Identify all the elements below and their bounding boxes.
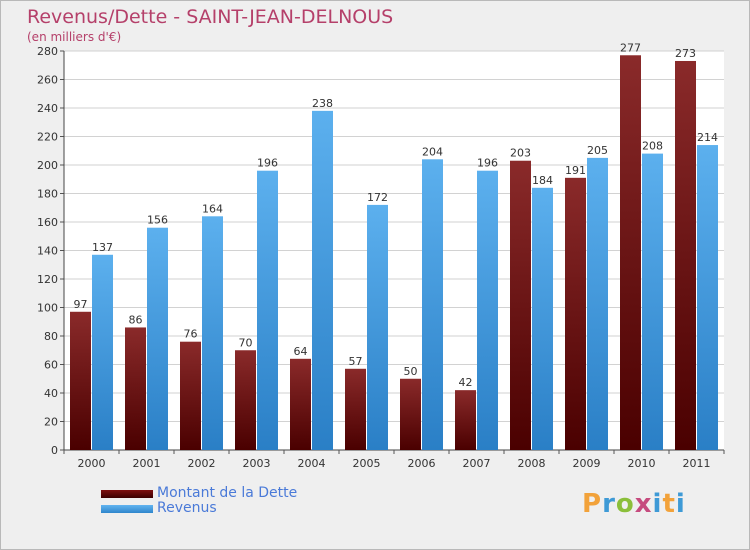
y-tick-label: 140 xyxy=(37,245,58,258)
data-label-revenue: 156 xyxy=(147,214,168,227)
data-label-debt: 57 xyxy=(349,355,363,368)
bar-revenue xyxy=(92,254,113,450)
data-label-debt: 76 xyxy=(184,328,198,341)
x-tick-label: 2002 xyxy=(188,457,216,470)
data-label-debt: 86 xyxy=(129,313,143,326)
bar-revenue xyxy=(312,110,333,450)
y-tick-label: 60 xyxy=(44,359,58,372)
y-tick-label: 220 xyxy=(37,131,58,144)
data-label-revenue: 196 xyxy=(477,157,498,170)
data-label-debt: 97 xyxy=(74,298,88,311)
x-tick-label: 2000 xyxy=(78,457,106,470)
bar-debt xyxy=(400,378,421,450)
y-tick-label: 160 xyxy=(37,216,58,229)
x-tick-label: 2003 xyxy=(243,457,271,470)
x-tick-label: 2011 xyxy=(683,457,711,470)
data-label-debt: 273 xyxy=(675,47,696,60)
y-tick-label: 200 xyxy=(37,159,58,172)
bar-revenue xyxy=(202,216,223,450)
bar-debt xyxy=(620,55,641,451)
data-label-revenue: 164 xyxy=(202,202,223,215)
bar-revenue xyxy=(257,170,278,450)
bar-revenue xyxy=(477,170,498,450)
bar-revenue xyxy=(367,204,388,450)
x-tick-label: 2004 xyxy=(298,457,326,470)
bar-debt xyxy=(455,390,476,450)
y-tick-label: 280 xyxy=(37,45,58,58)
proxiti-logo: Proxiti xyxy=(582,489,686,519)
bar-debt xyxy=(290,358,311,450)
y-tick-label: 40 xyxy=(44,387,58,400)
legend-swatch-debt xyxy=(101,490,153,498)
data-label-revenue: 184 xyxy=(532,174,553,187)
legend-label-debt: Montant de la Dette xyxy=(157,485,298,501)
y-tick-label: 180 xyxy=(37,188,58,201)
y-tick-label: 260 xyxy=(37,74,58,87)
data-label-revenue: 204 xyxy=(422,145,443,158)
data-label-debt: 42 xyxy=(459,376,473,389)
x-tick-label: 2001 xyxy=(133,457,161,470)
bar-debt xyxy=(180,341,201,450)
data-label-revenue: 172 xyxy=(367,191,388,204)
bar-revenue xyxy=(642,153,663,450)
data-label-debt: 203 xyxy=(510,147,531,160)
data-label-revenue: 196 xyxy=(257,157,278,170)
x-tick-label: 2006 xyxy=(408,457,436,470)
bar-revenue xyxy=(697,145,718,451)
x-tick-label: 2005 xyxy=(353,457,381,470)
bar-revenue xyxy=(422,159,443,451)
y-tick-label: 240 xyxy=(37,102,58,115)
data-label-debt: 277 xyxy=(620,41,641,54)
data-label-debt: 64 xyxy=(294,345,308,358)
data-label-debt: 70 xyxy=(239,336,253,349)
y-tick-label: 120 xyxy=(37,273,58,286)
data-label-revenue: 137 xyxy=(92,241,113,254)
bar-debt xyxy=(70,311,91,450)
data-label-debt: 50 xyxy=(404,365,418,378)
bar-debt xyxy=(510,160,531,450)
y-tick-label: 20 xyxy=(44,416,58,429)
bar-revenue xyxy=(532,187,553,451)
data-label-revenue: 238 xyxy=(312,97,333,110)
bar-debt xyxy=(675,60,696,450)
x-tick-label: 2009 xyxy=(573,457,601,470)
chart-subtitle: (en milliers d'€) xyxy=(27,30,122,44)
data-label-revenue: 208 xyxy=(642,140,663,153)
y-tick-label: 80 xyxy=(44,330,58,343)
x-tick-label: 2010 xyxy=(628,457,656,470)
bar-debt xyxy=(125,327,146,450)
bar-revenue xyxy=(587,157,608,450)
y-tick-label: 0 xyxy=(51,444,58,457)
bar-debt xyxy=(235,350,256,450)
x-tick-label: 2008 xyxy=(518,457,546,470)
x-tick-label: 2007 xyxy=(463,457,491,470)
legend-label-revenue: Revenus xyxy=(157,500,217,516)
bar-debt xyxy=(565,177,586,450)
bar-revenue xyxy=(147,227,168,450)
legend-swatch-revenue xyxy=(101,505,153,513)
bar-debt xyxy=(345,368,366,450)
y-tick-label: 100 xyxy=(37,302,58,315)
data-label-revenue: 214 xyxy=(697,131,718,144)
data-label-revenue: 205 xyxy=(587,144,608,157)
chart-title: Revenus/Dette - SAINT-JEAN-DELNOUS xyxy=(27,6,394,28)
data-label-debt: 191 xyxy=(565,164,586,177)
